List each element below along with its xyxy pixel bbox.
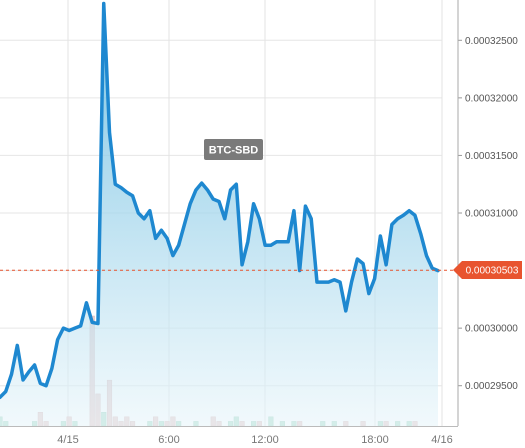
y-tick-label: 0.00030000: [465, 324, 518, 335]
y-tick-label: 0.00032500: [465, 36, 518, 47]
current-price-tag[interactable]: [453, 261, 522, 279]
chart-title: BTC-SBD: [209, 145, 259, 157]
price-line: [0, 1, 440, 399]
x-tick-label: 4/16: [431, 434, 452, 446]
labels: BTC-SBD 0.00030503: [204, 139, 522, 279]
y-tick-label: 0.00031500: [465, 151, 518, 162]
x-tick-label: 4/15: [57, 434, 78, 446]
price-area-fill: [0, 3, 438, 426]
current-price-label: 0.00030503: [466, 266, 519, 277]
x-tick-label: 18:00: [361, 434, 389, 446]
x-tick-label: 12:00: [251, 434, 279, 446]
y-tick-label: 0.00032000: [465, 93, 518, 104]
x-tick-label: 6:00: [158, 434, 179, 446]
y-tick-label: 0.00029500: [465, 381, 518, 392]
y-tick-label: 0.00031000: [465, 209, 518, 220]
pair-label-background: [204, 139, 263, 160]
price-area: [0, 1, 454, 426]
